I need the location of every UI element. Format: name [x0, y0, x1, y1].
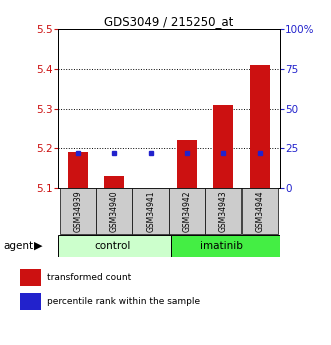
- Bar: [68, 152, 88, 188]
- FancyBboxPatch shape: [96, 188, 132, 234]
- Title: GDS3049 / 215250_at: GDS3049 / 215250_at: [104, 15, 233, 28]
- FancyBboxPatch shape: [169, 188, 205, 234]
- Text: GSM34943: GSM34943: [219, 190, 228, 232]
- Bar: [170, 235, 283, 257]
- Bar: [104, 176, 124, 188]
- Bar: [213, 105, 233, 188]
- Text: agent: agent: [3, 241, 33, 251]
- Text: GSM34939: GSM34939: [73, 190, 82, 232]
- Text: transformed count: transformed count: [47, 273, 132, 282]
- Text: percentile rank within the sample: percentile rank within the sample: [47, 297, 201, 306]
- FancyBboxPatch shape: [205, 188, 241, 234]
- Bar: [58, 235, 170, 257]
- Text: imatinib: imatinib: [200, 241, 243, 251]
- FancyBboxPatch shape: [132, 188, 169, 234]
- Text: control: control: [94, 241, 131, 251]
- Text: GSM34942: GSM34942: [182, 190, 192, 232]
- Bar: [250, 65, 270, 188]
- Bar: [177, 140, 197, 188]
- Text: GSM34940: GSM34940: [110, 190, 119, 232]
- FancyBboxPatch shape: [242, 188, 278, 234]
- Text: ▶: ▶: [34, 241, 42, 251]
- Bar: [20, 269, 41, 286]
- FancyBboxPatch shape: [60, 188, 96, 234]
- Text: GSM34941: GSM34941: [146, 190, 155, 232]
- Text: GSM34944: GSM34944: [255, 190, 264, 232]
- Bar: [20, 293, 41, 310]
